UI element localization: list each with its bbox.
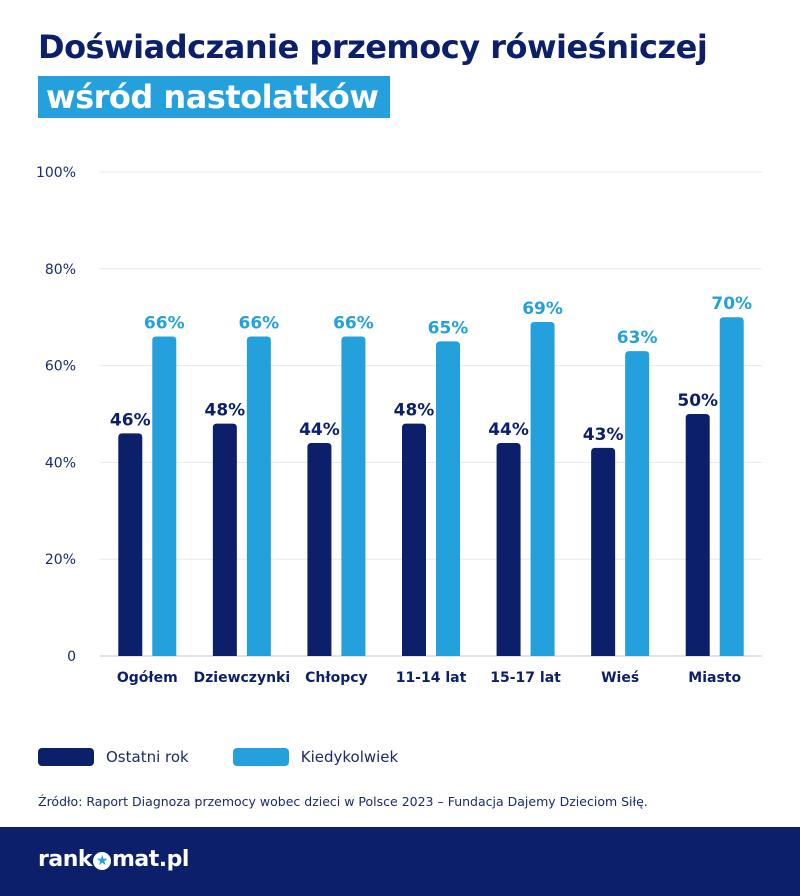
chart-title-line2-highlight: wśród nastolatków (38, 76, 391, 118)
x-tick-label: Ogółem (117, 670, 178, 686)
data-label: 48% (394, 401, 435, 421)
x-axis-ticks: Ogółem Dziewczynki Chłopcy 11-14 lat 15-17 l… (117, 670, 742, 686)
bar-ostatni-rok (685, 414, 710, 656)
grid-lines (100, 171, 762, 657)
data-label: 66% (144, 314, 185, 334)
star-icon: ★ (93, 851, 111, 870)
data-label: 46% (110, 410, 151, 430)
bar-kiedykolwiek (436, 341, 460, 656)
legend-item-ostatni-rok: Ostatni rok (38, 748, 189, 766)
bar-kiedykolwiek (530, 322, 555, 656)
data-label: 69% (522, 299, 563, 319)
rankomat-logo: rank ★ mat.pl (38, 847, 189, 872)
y-tick-label: 60% (45, 359, 76, 375)
data-label: 50% (677, 391, 718, 411)
bar-kiedykolwiek (246, 336, 271, 656)
legend-swatch-dark (38, 748, 94, 766)
legend-item-kiedykolwiek: Kiedykolwiek (232, 748, 399, 766)
y-tick-label: 0 (67, 649, 76, 665)
data-label: 66% (239, 314, 280, 334)
bar-ostatni-rok (591, 447, 616, 656)
bar-ostatni-rok (307, 443, 332, 656)
data-label: 44% (299, 420, 340, 440)
x-tick-label: Chłopcy (305, 670, 368, 686)
x-tick-label: Miasto (688, 670, 741, 686)
data-label: 65% (428, 318, 469, 338)
data-label: 70% (711, 294, 752, 314)
x-tick-label: Wieś (601, 670, 639, 686)
data-label: 43% (583, 425, 624, 445)
y-tick-label: 40% (45, 455, 76, 471)
data-labels: 46% 66% 48% 66% 44% 66% 48% 65% 44% 69% 43% 63% 50% 7… (110, 294, 752, 445)
legend: Ostatni rok Kiedykolwiek (38, 748, 428, 766)
bar-ostatni-rok (118, 433, 143, 656)
data-label: 44% (488, 420, 529, 440)
data-label: 63% (617, 328, 658, 348)
bars (118, 317, 744, 656)
data-label: 66% (333, 314, 374, 334)
bar-kiedykolwiek (152, 336, 177, 656)
logo-text-right: mat.pl (112, 847, 189, 872)
bar-chart: 0 20% 40% 60% 80% 100% 46% 66% 48% 66% 44% 66% 48% 6… (36, 165, 762, 686)
bar-ostatni-rok (402, 423, 426, 656)
bar-ostatni-rok (496, 443, 521, 656)
logo-text-left: rank (38, 847, 93, 872)
y-tick-label: 100% (36, 165, 76, 181)
x-tick-label: 15-17 lat (490, 670, 561, 686)
bar-kiedykolwiek (341, 336, 366, 656)
source-note: Źródło: Raport Diagnoza przemocy wobec d… (38, 794, 648, 809)
y-tick-label: 80% (45, 262, 76, 278)
y-axis-ticks: 0 20% 40% 60% 80% 100% (36, 165, 76, 665)
legend-swatch-light (232, 748, 289, 766)
bar-kiedykolwiek (625, 351, 650, 656)
bar-kiedykolwiek (719, 317, 744, 656)
x-tick-label: Dziewczynki (194, 670, 291, 686)
bar-ostatni-rok (212, 423, 237, 656)
legend-label: Ostatni rok (106, 748, 189, 766)
x-tick-label: 11-14 lat (396, 670, 467, 686)
footer-bar: rank ★ mat.pl (0, 827, 800, 896)
data-label: 48% (205, 401, 246, 421)
y-tick-label: 20% (45, 552, 76, 568)
legend-label: Kiedykolwiek (300, 748, 399, 766)
chart-title-line1: Doświadczanie przemocy rówieśniczej (38, 28, 708, 66)
